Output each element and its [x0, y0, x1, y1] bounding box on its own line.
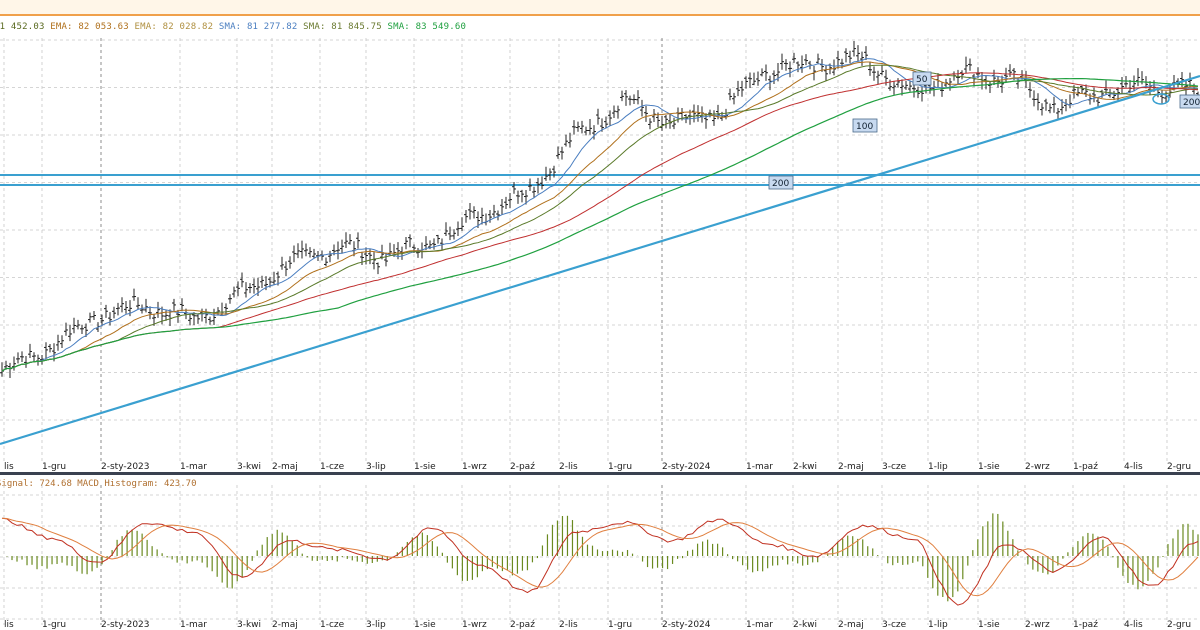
ma-label-box	[912, 71, 932, 86]
x-tick-label: 2-wrz	[1025, 462, 1050, 472]
ma-label: 50	[916, 75, 928, 85]
x-tick-label: 1-gru	[42, 620, 66, 630]
x-tick-label: 2-maj	[838, 462, 864, 472]
legend-ema2-label: EMA:	[134, 22, 157, 32]
x-tick-label: 2-paź	[510, 620, 535, 630]
x-tick-label: 2-maj	[272, 620, 298, 630]
ma-label: 100	[856, 122, 873, 132]
x-tick-label: 3-cze	[882, 462, 907, 472]
trend-line	[0, 74, 1200, 446]
x-tick-label: 2-lis	[559, 620, 578, 630]
x-tick-label: 1-lip	[928, 462, 948, 472]
x-tick-label: 2-gru	[1167, 462, 1191, 472]
x-tick-label: 2-wrz	[1025, 620, 1050, 630]
x-tick-label: 1-lip	[928, 620, 948, 630]
x-tick-label: 3-kwi	[237, 620, 261, 630]
legend-sma2-value: 81 845.75	[331, 22, 382, 32]
x-tick-label: 1-gru	[608, 462, 632, 472]
x-tick-label: 4-lis	[1124, 620, 1143, 630]
x-tick-label: 1-sie	[978, 462, 1000, 472]
x-tick-label: 2-gru	[1167, 620, 1191, 630]
x-tick-label: 1-paź	[1073, 462, 1098, 472]
x-tick-label: 1-sie	[978, 620, 1000, 630]
x-tick-label: 1-cze	[320, 462, 345, 472]
x-tick-label: 1-wrz	[462, 620, 487, 630]
sma-line-50	[1, 64, 1199, 372]
legend-ema1-value: 82 053.63	[78, 22, 129, 32]
macd-legend: Signal: 724.68 MACD Histogram: 423.70	[0, 479, 197, 489]
panel-separator[interactable]	[0, 472, 1200, 475]
ma-label-box	[852, 118, 878, 133]
ma-label-box	[768, 175, 794, 190]
x-tick-label: 3-lip	[366, 462, 386, 472]
macd-line	[1, 517, 1199, 606]
x-tick-label: lis	[4, 620, 14, 630]
x-tick-label: 2-kwi	[793, 620, 817, 630]
legend-sma3-label: SMA:	[387, 22, 410, 32]
x-tick-label: 1-sie	[414, 620, 436, 630]
x-tick-label: 2-lis	[559, 462, 578, 472]
x-tick-label: 1-mar	[180, 462, 207, 472]
x-tick-label: 2-sty-2024	[662, 462, 711, 472]
x-tick-label: 3-cze	[882, 620, 907, 630]
x-tick-label: 2-sty-2024	[662, 620, 711, 630]
x-tick-label: 1-mar	[746, 462, 773, 472]
x-tick-label: 1-paź	[1073, 620, 1098, 630]
x-tick-label: 3-kwi	[237, 462, 261, 472]
x-tick-label: 2-paź	[510, 462, 535, 472]
x-tick-label: 1-gru	[608, 620, 632, 630]
x-tick-label: 1-wrz	[462, 462, 487, 472]
legend-ema2-value: 82 028.82	[162, 22, 214, 32]
legend-head: 01 452.03	[0, 22, 45, 32]
macd-chart[interactable]: lis 1-gru 2-sty-2023 1-mar 3-kwi 2-maj 1-cze 3-…	[0, 475, 1200, 630]
ma-label: 200s	[1183, 98, 1200, 108]
x-tick-label: 3-lip	[366, 620, 386, 630]
sma-line-fast	[1, 58, 1199, 372]
ma-label-box	[1179, 94, 1200, 109]
x-tick-label: 2-maj	[272, 462, 298, 472]
legend-sma3-value: 83 549.60	[415, 22, 467, 32]
x-tick-label: 1-sie	[414, 462, 436, 472]
x-tick-label: 2-sty-2023	[101, 462, 150, 472]
sma-line-200	[1, 77, 1199, 372]
legend-sma1-value: 81 277.82	[246, 22, 298, 32]
x-tick-label: lis	[4, 462, 14, 472]
price-chart[interactable]: lis 1-gru 2-sty-2023 1-mar 3-kwi 2-maj 1-cze 3-…	[0, 0, 1200, 472]
legend-ema1-label: EMA:	[50, 22, 73, 32]
x-tick-label: 2-kwi	[793, 462, 817, 472]
legend-sma1-label: SMA:	[218, 22, 242, 32]
trend-marker	[1152, 93, 1170, 105]
x-tick-label: 1-gru	[42, 462, 66, 472]
x-tick-label: 1-mar	[180, 620, 207, 630]
x-tick-label: 1-cze	[320, 620, 345, 630]
ema-line	[1, 61, 1199, 372]
legend-sma2-label: SMA:	[303, 22, 326, 32]
x-tick-label: 4-lis	[1124, 462, 1143, 472]
signal-line	[1, 517, 1199, 597]
window-top-strip	[0, 0, 1200, 16]
x-tick-label: 1-mar	[746, 620, 773, 630]
ma-label: 200	[772, 179, 789, 189]
x-tick-label: 2-sty-2023	[101, 620, 150, 630]
indicator-legend: 01 452.03 EMA: 82 053.63 EMA: 82 028.82 …	[0, 22, 466, 32]
x-tick-label: 2-maj	[838, 620, 864, 630]
